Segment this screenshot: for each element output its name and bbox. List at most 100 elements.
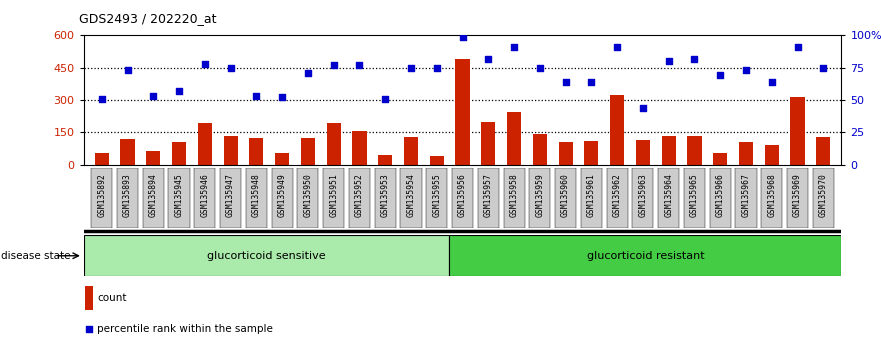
Text: GSM135957: GSM135957 — [484, 173, 492, 217]
Point — [559, 79, 573, 85]
Text: GSM135947: GSM135947 — [226, 173, 235, 217]
Bar — [224, 136, 238, 165]
Point — [403, 65, 418, 70]
Bar — [430, 156, 444, 165]
Bar — [529, 168, 551, 228]
Text: glucorticoid resistant: glucorticoid resistant — [587, 251, 704, 261]
Bar — [327, 122, 341, 165]
Text: GSM135968: GSM135968 — [767, 173, 776, 217]
Text: GSM135962: GSM135962 — [612, 173, 622, 217]
Point — [224, 65, 238, 70]
Text: GSM135958: GSM135958 — [509, 173, 519, 217]
Point — [197, 61, 211, 67]
Bar — [607, 168, 628, 228]
Bar — [481, 121, 495, 165]
Point — [611, 44, 625, 50]
Bar — [297, 168, 318, 228]
Bar — [658, 168, 679, 228]
Bar — [246, 168, 267, 228]
Bar — [143, 168, 164, 228]
Point — [790, 44, 804, 50]
Bar — [117, 168, 138, 228]
Bar — [504, 168, 524, 228]
Bar — [765, 145, 779, 165]
Bar — [455, 59, 470, 165]
Bar — [452, 168, 473, 228]
Bar — [559, 142, 573, 165]
Text: GSM135964: GSM135964 — [664, 173, 673, 217]
Text: GSM135966: GSM135966 — [715, 173, 725, 217]
Bar — [684, 168, 705, 228]
Text: GSM135949: GSM135949 — [278, 173, 286, 217]
Bar — [710, 168, 731, 228]
Bar — [352, 131, 366, 165]
Bar — [374, 168, 396, 228]
Point — [584, 79, 598, 85]
Bar — [168, 168, 189, 228]
Point — [430, 65, 444, 70]
Bar — [349, 168, 370, 228]
Text: GSM135960: GSM135960 — [561, 173, 570, 217]
Bar — [121, 139, 135, 165]
Bar — [91, 168, 112, 228]
Bar — [555, 168, 576, 228]
Text: GSM135954: GSM135954 — [406, 173, 416, 217]
Point — [533, 65, 547, 70]
Point — [817, 65, 831, 70]
Bar — [713, 153, 728, 165]
Bar — [736, 168, 757, 228]
Bar — [787, 168, 808, 228]
Text: GSM135961: GSM135961 — [587, 173, 596, 217]
Point — [636, 105, 650, 110]
Point — [739, 68, 753, 73]
Text: GSM135963: GSM135963 — [639, 173, 648, 217]
Bar — [275, 153, 289, 165]
Text: GSM135952: GSM135952 — [355, 173, 364, 217]
Text: GSM135956: GSM135956 — [458, 173, 467, 217]
Point — [507, 44, 522, 50]
Bar — [533, 135, 547, 165]
Bar — [739, 142, 753, 165]
Bar — [194, 168, 215, 228]
Text: GSM135959: GSM135959 — [536, 173, 544, 217]
Text: percentile rank within the sample: percentile rank within the sample — [97, 324, 273, 335]
Point — [455, 34, 470, 40]
Point — [146, 93, 160, 99]
Bar — [403, 137, 418, 165]
Bar — [790, 97, 804, 165]
Bar — [271, 168, 292, 228]
Point — [82, 326, 96, 332]
Text: GSM135951: GSM135951 — [329, 173, 338, 217]
Bar — [378, 155, 392, 165]
Text: GSM135970: GSM135970 — [818, 173, 828, 217]
Text: GSM135946: GSM135946 — [200, 173, 210, 217]
Bar — [220, 168, 241, 228]
Bar — [584, 141, 598, 165]
Bar — [426, 168, 448, 228]
Bar — [94, 153, 109, 165]
Bar — [249, 138, 263, 165]
Bar — [401, 168, 421, 228]
Text: GSM135893: GSM135893 — [123, 173, 132, 217]
Point — [352, 62, 366, 68]
Text: GSM135945: GSM135945 — [174, 173, 183, 217]
Point — [687, 56, 701, 62]
Bar — [300, 138, 315, 165]
Text: GDS2493 / 202220_at: GDS2493 / 202220_at — [79, 12, 217, 25]
Text: disease state: disease state — [1, 251, 70, 261]
Text: GSM135969: GSM135969 — [793, 173, 802, 217]
Point — [662, 58, 676, 64]
Bar — [84, 235, 449, 276]
Bar — [633, 168, 654, 228]
Point — [765, 79, 779, 85]
Point — [300, 70, 315, 76]
Point — [714, 73, 728, 78]
Bar — [662, 136, 676, 165]
Text: GSM135953: GSM135953 — [381, 173, 389, 217]
Bar — [816, 137, 831, 165]
Point — [481, 56, 495, 62]
Text: GSM135894: GSM135894 — [149, 173, 158, 217]
Point — [275, 95, 289, 100]
Bar — [636, 140, 650, 165]
Bar — [761, 168, 782, 228]
